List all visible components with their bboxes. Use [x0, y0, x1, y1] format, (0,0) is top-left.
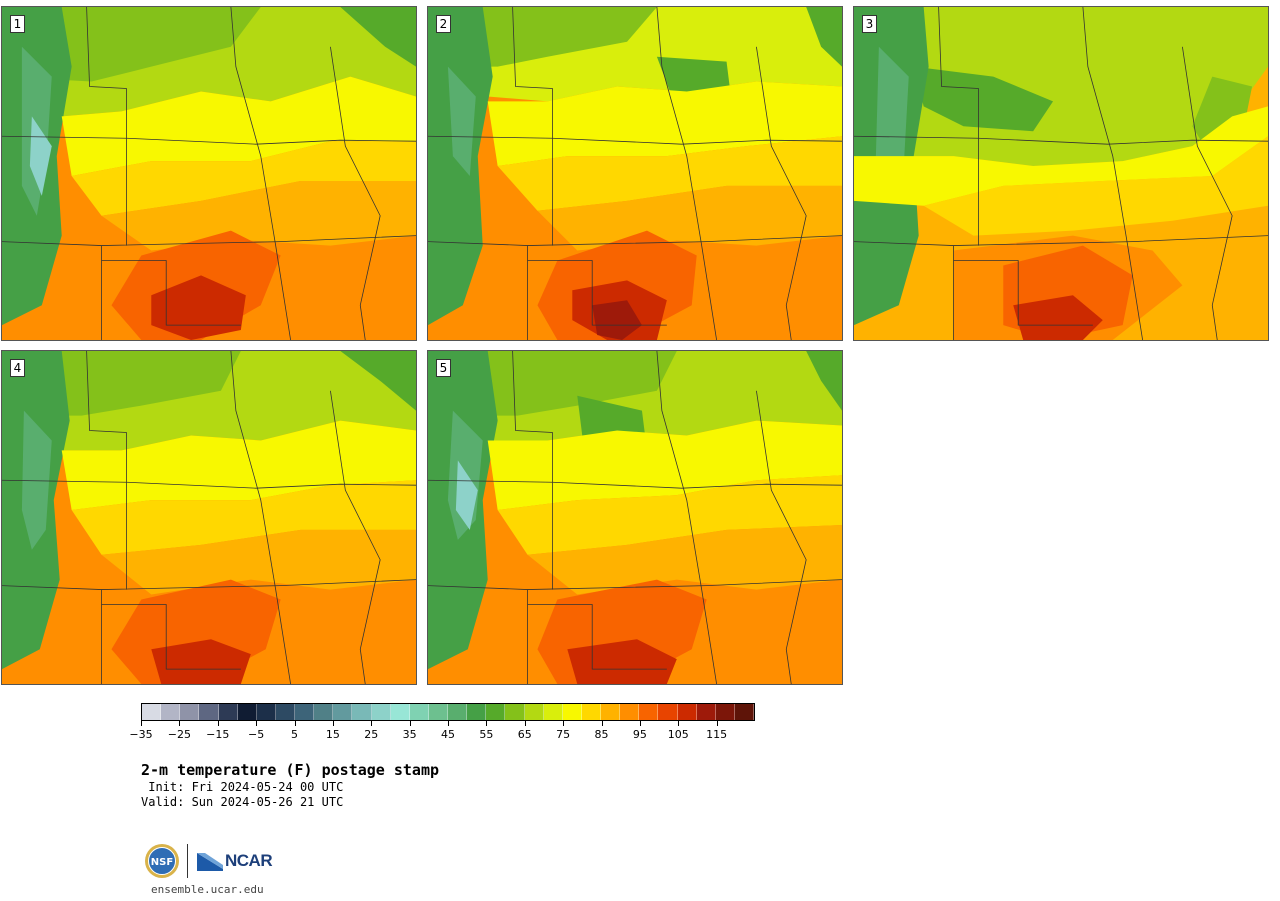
colorbar-segment — [371, 704, 391, 720]
colorbar-segment — [601, 704, 621, 720]
colorbar-tick-label: 15 — [325, 728, 340, 741]
colorbar-segment — [352, 704, 372, 720]
colorbar-segment — [275, 704, 295, 720]
colorbar-ticks: −35 −25 −15 −5 5 15 25 35 45 55 65 75 85 95 105 115 — [129, 721, 755, 741]
colorbar-segment — [734, 704, 754, 720]
colorbar-segment — [428, 704, 448, 720]
colorbar-tick-label: −25 — [167, 728, 191, 741]
colorbar-tick-label: 105 — [667, 728, 689, 741]
colorbar-tick — [486, 721, 488, 726]
logos: NSF NCAR — [144, 843, 273, 879]
colorbar-tick — [371, 721, 373, 726]
colorbar-segment — [639, 704, 659, 720]
colorbar-segment — [199, 704, 219, 720]
site-url: ensemble.ucar.edu — [151, 883, 264, 896]
colorbar-tick — [524, 721, 526, 726]
colorbar-segment — [180, 704, 200, 720]
colorbar-segment — [543, 704, 563, 720]
colorbar-segment — [409, 704, 429, 720]
colorbar-tick — [448, 721, 449, 726]
forecast-panel-4: 4 — [1, 350, 417, 685]
colorbar-tick-label: 35 — [402, 728, 417, 741]
colorbar-segment — [562, 704, 582, 720]
ncar-logo: NCAR — [197, 851, 273, 871]
colorbar-tick-label: −15 — [206, 728, 230, 741]
colorbar-segment — [314, 704, 334, 720]
colorbar-tick-label: 5 — [291, 728, 298, 741]
forecast-panel-1: 1 — [1, 6, 417, 341]
panel-label: 5 — [436, 359, 451, 377]
colorbar-tick-label: −35 — [129, 728, 153, 741]
colorbar-segment — [295, 704, 315, 720]
colorbar-tick-label: −5 — [248, 728, 265, 741]
init-time: Init: Fri 2024-05-24 00 UTC — [141, 780, 344, 794]
colorbar-segment — [581, 704, 601, 720]
colorbar-segment — [237, 704, 257, 720]
temperature-map-1 — [2, 7, 416, 340]
colorbar-segment — [390, 704, 410, 720]
colorbar-segment — [620, 704, 640, 720]
colorbar-tick — [639, 721, 641, 726]
colorbar-segment — [256, 704, 276, 720]
colorbar-segment — [677, 704, 697, 720]
colorbar-segment — [142, 704, 162, 720]
temperature-map-2 — [428, 7, 842, 340]
panel-label: 2 — [436, 15, 451, 33]
forecast-panel-2: 2 — [427, 6, 843, 341]
valid-time: Valid: Sun 2024-05-26 21 UTC — [141, 795, 344, 809]
colorbar-tick — [563, 721, 565, 726]
colorbar-tick — [678, 721, 680, 726]
colorbar-tick-label: 115 — [706, 728, 728, 741]
colorbar-tick — [179, 721, 181, 726]
colorbar-tick-label: 55 — [479, 728, 494, 741]
panel-label: 3 — [862, 15, 877, 33]
colorbar-segment — [448, 704, 468, 720]
ncar-logo-text: NCAR — [225, 851, 273, 870]
panel-label: 4 — [10, 359, 25, 377]
colorbar-segment — [333, 704, 353, 720]
colorbar-segment — [696, 704, 716, 720]
colorbar-segment — [715, 704, 735, 720]
ncar-swoosh-icon — [197, 853, 223, 871]
product-title: 2-m temperature (F) postage stamp — [141, 761, 440, 779]
temperature-map-3 — [854, 7, 1268, 340]
colorbar-tick — [332, 721, 334, 726]
colorbar-tick-label: 45 — [441, 728, 455, 741]
colorbar-segment — [486, 704, 506, 720]
colorbar-tick — [716, 721, 718, 726]
colorbar-segment — [524, 704, 544, 720]
colorbar-tick — [409, 721, 411, 726]
logo-divider — [187, 844, 188, 878]
colorbar-segment — [658, 704, 678, 720]
colorbar-tick — [217, 721, 219, 726]
nsf-logo-icon: NSF — [145, 844, 179, 878]
colorbar-segment — [161, 704, 181, 720]
colorbar-tick-label: 95 — [632, 728, 647, 741]
colorbar-tick — [601, 721, 603, 726]
colorbar-tick — [141, 721, 142, 726]
panel-label: 1 — [10, 15, 25, 33]
colorbar-segment — [505, 704, 525, 720]
colorbar-tick — [256, 721, 258, 726]
colorbar-segment — [218, 704, 238, 720]
temperature-map-4 — [2, 351, 416, 684]
colorbar-tick-label: 75 — [556, 728, 571, 741]
temperature-map-5 — [428, 351, 842, 684]
colorbar-tick — [294, 721, 296, 726]
colorbar-tick-label: 65 — [517, 728, 532, 741]
nsf-logo-text: NSF — [151, 857, 173, 868]
forecast-panel-3: 3 — [853, 6, 1269, 341]
forecast-panel-5: 5 — [427, 350, 843, 685]
colorbar-tick-label: 85 — [594, 728, 609, 741]
colorbar-tick-label: 25 — [364, 728, 379, 741]
colorbar-segment — [467, 704, 487, 720]
temperature-colorbar — [141, 703, 755, 721]
